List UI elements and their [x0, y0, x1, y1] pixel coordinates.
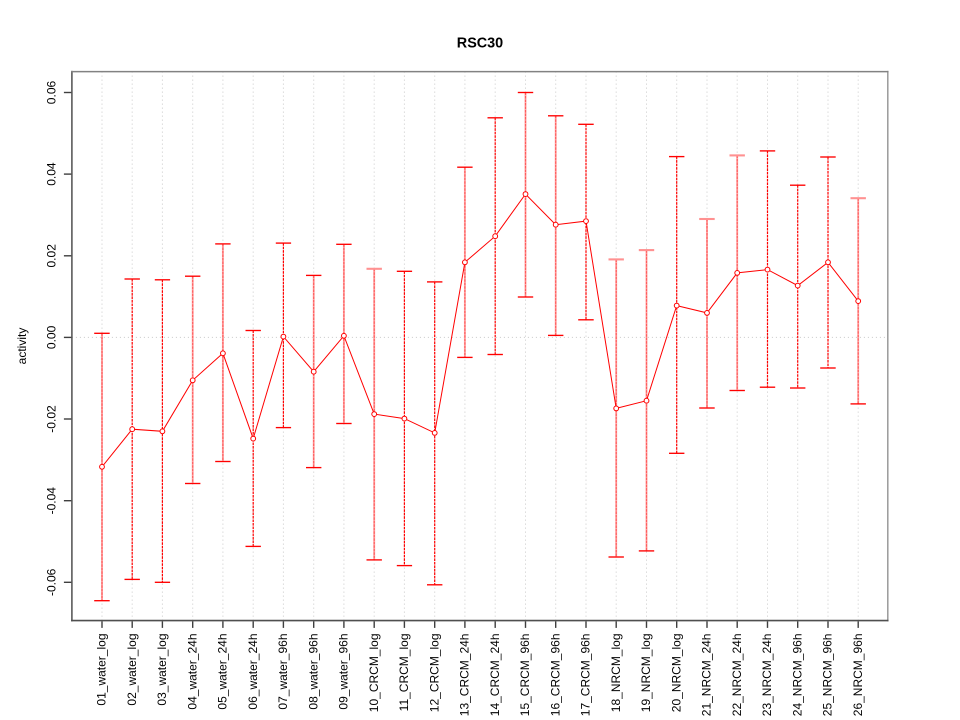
svg-text:12_CRCM_log: 12_CRCM_log — [427, 634, 441, 713]
svg-text:-0.06: -0.06 — [44, 568, 58, 596]
svg-text:0.06: 0.06 — [44, 80, 58, 104]
svg-text:-0.02: -0.02 — [44, 405, 58, 433]
svg-text:11_CRCM_log: 11_CRCM_log — [397, 634, 411, 712]
svg-text:15_CRCM_96h: 15_CRCM_96h — [518, 634, 532, 717]
svg-text:-0.04: -0.04 — [44, 487, 58, 515]
svg-text:18_NRCM_log: 18_NRCM_log — [609, 634, 623, 713]
svg-text:09_water_96h: 09_water_96h — [337, 634, 351, 710]
svg-text:26_NRCM_96h: 26_NRCM_96h — [851, 634, 865, 717]
svg-text:03_water_log: 03_water_log — [155, 634, 169, 706]
svg-text:17_CRCM_96h: 17_CRCM_96h — [579, 634, 593, 717]
svg-text:07_water_96h: 07_water_96h — [276, 634, 290, 710]
svg-text:08_water_96h: 08_water_96h — [306, 634, 320, 710]
svg-text:02_water_log: 02_water_log — [125, 634, 139, 706]
svg-text:activity: activity — [15, 328, 29, 365]
svg-text:21_NRCM_24h: 21_NRCM_24h — [700, 634, 714, 717]
svg-text:05_water_24h: 05_water_24h — [216, 634, 230, 710]
svg-text:20_NRCM_log: 20_NRCM_log — [669, 634, 683, 713]
svg-text:22_NRCM_24h: 22_NRCM_24h — [730, 634, 744, 717]
svg-text:10_CRCM_log: 10_CRCM_log — [367, 634, 381, 713]
svg-text:23_NRCM_24h: 23_NRCM_24h — [760, 634, 774, 717]
svg-text:14_CRCM_24h: 14_CRCM_24h — [488, 634, 502, 717]
svg-text:0.00: 0.00 — [44, 325, 58, 349]
svg-text:19_NRCM_log: 19_NRCM_log — [639, 634, 653, 713]
svg-text:13_CRCM_24h: 13_CRCM_24h — [458, 634, 472, 717]
svg-text:06_water_24h: 06_water_24h — [246, 634, 260, 710]
svg-text:16_CRCM_96h: 16_CRCM_96h — [548, 634, 562, 717]
svg-text:25_NRCM_96h: 25_NRCM_96h — [821, 634, 835, 717]
svg-text:RSC30: RSC30 — [457, 36, 503, 52]
svg-text:0.02: 0.02 — [44, 244, 58, 268]
svg-text:01_water_log: 01_water_log — [95, 634, 109, 706]
svg-text:24_NRCM_96h: 24_NRCM_96h — [790, 634, 804, 717]
svg-text:0.04: 0.04 — [44, 162, 58, 186]
svg-text:04_water_24h: 04_water_24h — [185, 634, 199, 710]
